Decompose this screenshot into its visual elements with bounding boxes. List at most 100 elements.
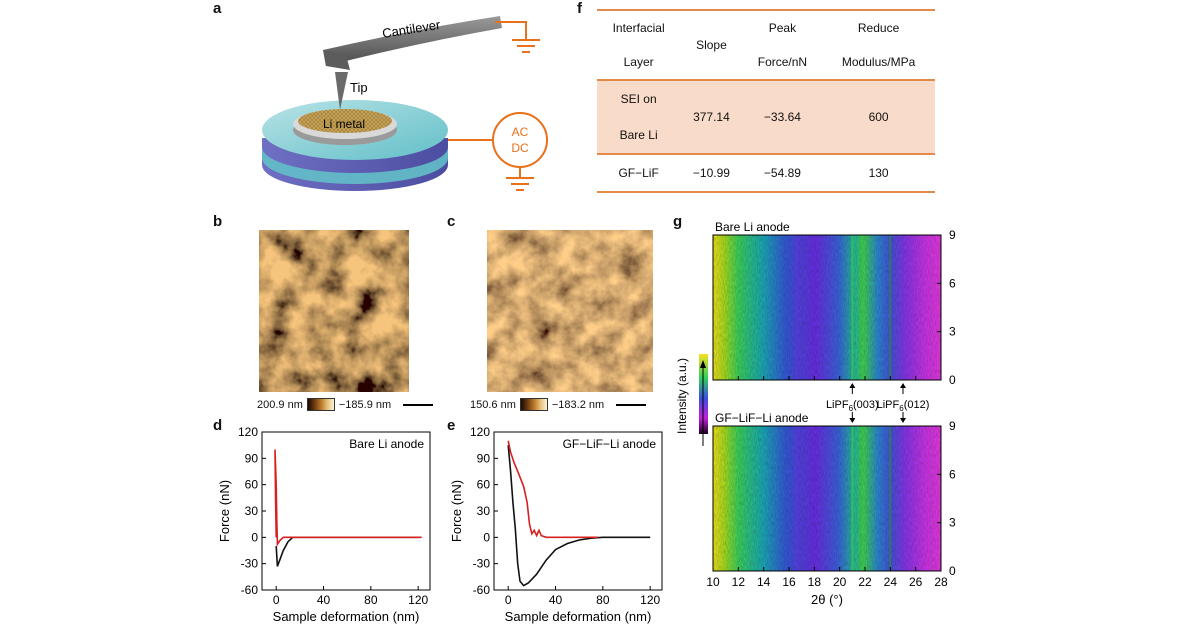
x-tick-label: 0	[505, 593, 512, 607]
heatmap-subtitle: Bare Li anode	[715, 220, 790, 234]
panel-label-b: b	[213, 213, 223, 230]
li-metal-label: Li metal	[323, 117, 365, 131]
x-tick-label: 18	[808, 575, 822, 589]
diffraction-streak	[889, 426, 892, 571]
series-line-approach	[507, 440, 599, 539]
colorbar-b-min: −185.9 nm	[338, 398, 392, 411]
peak-arrowhead	[900, 383, 906, 388]
y-axis-label: Force (nN)	[449, 480, 464, 542]
afm-image-bare-li	[259, 230, 409, 392]
x-tick-label: 40	[317, 593, 331, 607]
x-tick-label: 80	[364, 593, 378, 607]
x-tick-label: 80	[596, 593, 610, 607]
heatmap-noise	[713, 235, 941, 380]
afm-schematic: Cantilever Tip Li metal AC DC	[262, 16, 548, 191]
x-tick-label: 20	[833, 575, 847, 589]
diffraction-streak	[902, 235, 904, 380]
x-tick-label: 10	[706, 575, 720, 589]
x-tick-label: 26	[909, 575, 923, 589]
row2-peak-force: −54.89	[763, 166, 801, 180]
panel-label-a: a	[213, 0, 222, 17]
x-axis-label: Sample deformation (nm)	[273, 609, 420, 624]
y-tick-label: 3	[949, 516, 956, 530]
y-tick-label: 6	[949, 467, 956, 481]
force-curve-chart-gf-lif: 0 40 80 120 -60 -30 0 30 60 90 120 GF−LiF−Li anode S…	[449, 425, 663, 624]
x-tick-label: 0	[273, 593, 280, 607]
panel-label-d: d	[213, 417, 223, 434]
x-tick-label: 16	[782, 575, 796, 589]
plot-frame	[493, 431, 663, 591]
header-layer: Layer	[623, 55, 654, 69]
header-peak: Peak	[768, 21, 797, 35]
colorbar-c-min: −183.2 nm	[551, 398, 605, 411]
tip-label: Tip	[350, 80, 368, 95]
y-tick-label: 6	[949, 276, 956, 290]
x-tick-label: 120	[408, 593, 428, 607]
force-curve-chart-bare-li: 0 40 80 120 -60 -30 0 30 60 90 120 Bare Li anode Sam…	[217, 425, 431, 624]
y-tick-label: -60	[473, 583, 491, 597]
li-metal-mesh	[298, 109, 392, 133]
peak-label: LiPF6(003)	[826, 399, 879, 413]
row1-modulus: 600	[822, 80, 935, 154]
intensity-arrowhead	[700, 360, 706, 368]
diffraction-streak	[795, 426, 798, 571]
y-tick-label: 90	[245, 451, 259, 465]
scale-bar-c	[616, 403, 647, 406]
y-tick-label: -30	[241, 557, 259, 571]
ground-symbol-bottom	[506, 177, 534, 191]
y-tick-label: 3	[949, 325, 956, 339]
y-tick-label: 30	[245, 504, 259, 518]
heatmap-noise	[713, 426, 941, 571]
y-tick-label: 0	[949, 564, 956, 578]
row1-layer-line2: Bare Li	[619, 128, 658, 142]
y-tick-label: 0	[251, 530, 258, 544]
peak-arrowhead	[900, 418, 906, 423]
panel-label-e: e	[447, 417, 456, 434]
header-reduce: Reduce	[857, 21, 900, 35]
heatmap-frame	[712, 425, 942, 572]
series-line-retract	[507, 445, 651, 587]
panel-label-g: g	[673, 213, 683, 230]
y-tick-label: 9	[949, 228, 956, 242]
y-tick-label: 60	[245, 478, 259, 492]
series-line-approach	[274, 449, 422, 548]
y-tick-label: -60	[241, 583, 259, 597]
row2-layer: GF−LiF	[618, 166, 659, 180]
colorbar-b: 200.9 nm −185.9 nm	[257, 398, 434, 411]
series-line-retract	[275, 536, 419, 567]
scale-bar-b	[403, 403, 434, 406]
diffraction-streak	[889, 235, 892, 380]
xrd-heatmap-chart: Bare Li anode0369Time (h)GF−LiF−Li anode…	[675, 220, 956, 607]
colorbar-c: 150.6 nm −183.2 nm	[470, 398, 647, 411]
heatmap-frame	[712, 234, 942, 381]
y-axis-label: Force (nN)	[217, 480, 232, 542]
y-tick-label: 0	[949, 373, 956, 387]
table-row: SEI on 377.14 −33.64 600	[597, 80, 935, 154]
y-tick-label: -30	[473, 557, 491, 571]
chart-title: Bare Li anode	[349, 437, 424, 451]
diffraction-streak	[795, 235, 798, 380]
y-tick-label: 120	[238, 425, 258, 439]
header-interfacial: Interfacial	[612, 21, 665, 35]
x-tick-label: 12	[732, 575, 746, 589]
header-slope: Slope	[696, 38, 727, 52]
diffraction-streak	[902, 426, 904, 571]
header-modulus-unit: Modulus/MPa	[841, 55, 916, 69]
plot-frame	[261, 431, 431, 591]
source-ac-label: AC	[512, 125, 529, 139]
x-tick-label: 28	[934, 575, 948, 589]
panel-label-c: c	[447, 213, 456, 230]
x-tick-label: 22	[858, 575, 872, 589]
diffraction-streak	[851, 235, 854, 380]
peak-arrowhead	[849, 418, 856, 423]
row1-slope: 377.14	[680, 80, 743, 154]
header-force-unit: Force/nN	[757, 55, 808, 69]
colorbar-b-gradient	[306, 398, 335, 411]
y-tick-label: 120	[470, 425, 490, 439]
afm-image-gf-lif	[487, 230, 653, 392]
chart-title: GF−LiF−Li anode	[563, 437, 657, 451]
ac-dc-source	[492, 112, 548, 168]
peak-arrowhead	[849, 383, 856, 388]
row2-modulus: 130	[868, 166, 889, 180]
results-table-panel: Interfacial Slope Peak Reduce Layer Forc…	[597, 9, 935, 193]
